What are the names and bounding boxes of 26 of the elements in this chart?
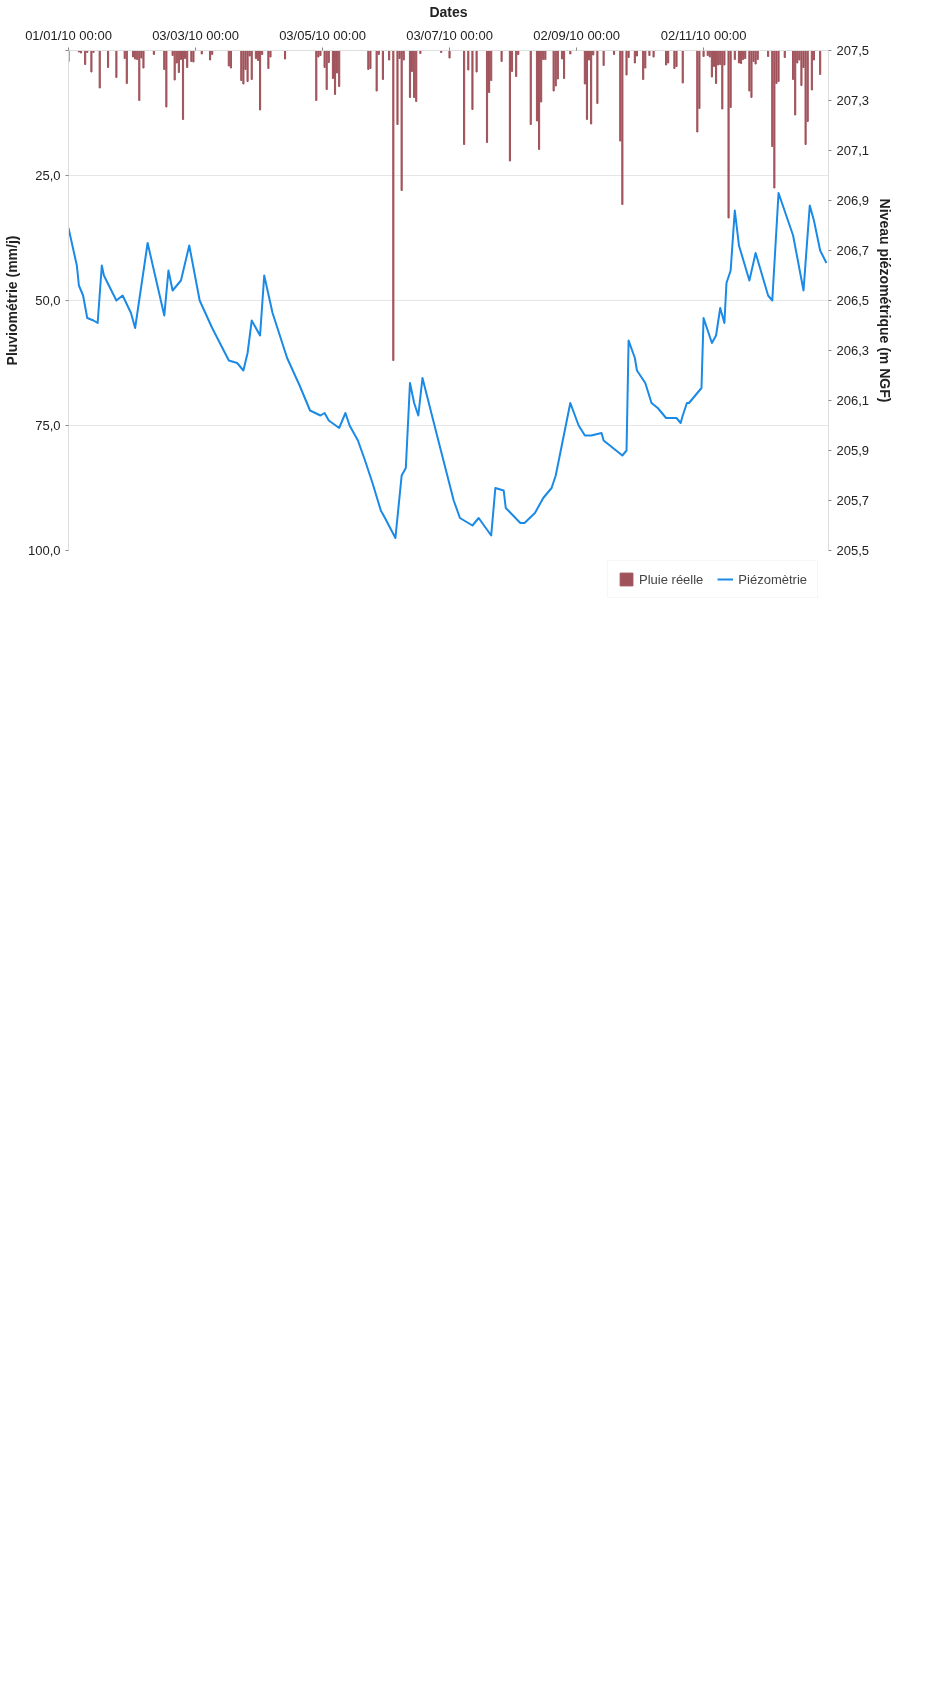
y-axis-title: Pluviométrie (mm/j) — [3, 235, 20, 366]
y2-tick-label: 206,5 — [836, 293, 870, 308]
x-tick-label: 03/05/10 00:00 — [279, 27, 366, 43]
y2-tick-label: 205,5 — [836, 543, 870, 558]
x-tick-label: 02/11/10 00:00 — [660, 27, 747, 43]
y-tick-label: 50,0 — [35, 293, 61, 308]
y2-tick-label: 206,3 — [836, 343, 870, 358]
y2-tick-label: 207,1 — [836, 143, 870, 158]
y2-tick-label: 205,7 — [836, 493, 870, 508]
y2-tick-label: 207,3 — [836, 93, 870, 108]
x-tick-label: 03/03/10 00:00 — [152, 27, 239, 43]
y2-tick-label: 206,7 — [836, 243, 870, 258]
legend-label: Piézomètrie — [738, 571, 807, 587]
x-tick-label: 01/01/10 00:00 — [25, 27, 112, 43]
x-tick-label: 03/07/10 00:00 — [406, 27, 493, 43]
y2-tick-label: 206,9 — [836, 193, 870, 208]
y-tick-label: 100,0 — [27, 543, 61, 558]
y-tick-label: 25,0 — [35, 168, 61, 183]
y2-axis-title: Niveau piézométrique (m NGF) — [877, 198, 894, 403]
y2-tick-label: 206,1 — [836, 393, 870, 408]
legend-label: Pluie réelle — [639, 571, 704, 587]
y-tick-label: 75,0 — [35, 418, 61, 433]
x-tick-label: 02/09/10 00:00 — [533, 27, 620, 43]
x-axis-title: Dates — [429, 3, 468, 20]
y2-tick-label: 207,5 — [836, 43, 870, 58]
y2-tick-label: 205,9 — [836, 443, 870, 458]
